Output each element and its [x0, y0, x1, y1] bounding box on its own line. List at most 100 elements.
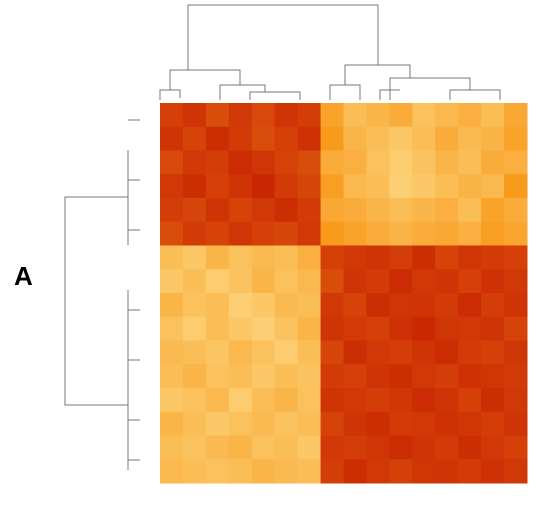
heatmap-cell: [228, 316, 253, 341]
heatmap-cell: [160, 126, 184, 151]
heatmap-cell: [458, 126, 482, 151]
heatmap-cell: [251, 198, 276, 223]
heatmap-cell: [412, 411, 436, 436]
heatmap-cell: [343, 103, 367, 128]
heatmap-cell: [205, 174, 230, 199]
heatmap-cell: [297, 459, 322, 484]
heatmap-cell: [297, 150, 322, 175]
heatmap-cell: [435, 293, 459, 318]
heatmap-cell: [160, 103, 184, 128]
heatmap-cell: [458, 269, 482, 294]
heatmap-cell: [228, 103, 253, 128]
heatmap-cell: [366, 221, 390, 246]
heatmap-cell: [366, 293, 390, 318]
heatmap-cell: [458, 435, 482, 460]
heatmap-cell: [182, 364, 207, 389]
heatmap-cell: [389, 150, 413, 175]
heatmap-cell: [251, 103, 276, 128]
heatmap-cell: [458, 245, 482, 270]
heatmap-cell: [412, 435, 436, 460]
heatmap-cell: [274, 150, 299, 175]
heatmap-cell: [182, 459, 207, 484]
heatmap-cell: [343, 126, 367, 151]
heatmap-cell: [274, 245, 299, 270]
heatmap-cell: [412, 245, 436, 270]
heatmap-cell: [297, 293, 322, 318]
heatmap-cell: [205, 435, 230, 460]
heatmap-cell: [297, 174, 322, 199]
heatmap-cell: [504, 388, 528, 413]
heatmap-cell: [366, 150, 390, 175]
heatmap-cell: [274, 388, 299, 413]
heatmap-cell: [297, 221, 322, 246]
heatmap-cell: [389, 126, 413, 151]
heatmap-cell: [481, 459, 505, 484]
heatmap-cell: [182, 340, 207, 365]
heatmap-cell: [412, 459, 436, 484]
heatmap-cell: [366, 245, 390, 270]
heatmap-cell: [504, 340, 528, 365]
heatmap-cell: [320, 245, 344, 270]
heatmap-cell: [297, 340, 322, 365]
heatmap-cell: [458, 198, 482, 223]
panel-label: A: [14, 261, 33, 291]
heatmap-cell: [228, 364, 253, 389]
heatmap-cell: [274, 103, 299, 128]
heatmap-cell: [182, 388, 207, 413]
heatmap-cell: [343, 364, 367, 389]
heatmap-cell: [481, 150, 505, 175]
heatmap-cell: [205, 293, 230, 318]
heatmap-cell: [481, 198, 505, 223]
heatmap-cell: [320, 459, 344, 484]
heatmap-cell: [320, 126, 344, 151]
heatmap-cell: [504, 411, 528, 436]
heatmap-cell: [182, 245, 207, 270]
heatmap-cell: [274, 411, 299, 436]
heatmap-cell: [366, 435, 390, 460]
heatmap-cell: [182, 150, 207, 175]
heatmap-cell: [458, 364, 482, 389]
heatmap-cell: [435, 340, 459, 365]
heatmap-cell: [481, 221, 505, 246]
heatmap-cell: [412, 103, 436, 128]
heatmap-cell: [504, 126, 528, 151]
heatmap-cell: [205, 459, 230, 484]
heatmap-cell: [435, 459, 459, 484]
heatmap-cell: [458, 340, 482, 365]
heatmap-cell: [435, 411, 459, 436]
heatmap-cell: [343, 245, 367, 270]
heatmap-cell: [412, 340, 436, 365]
heatmap-cell: [343, 198, 367, 223]
heatmap-cell: [412, 126, 436, 151]
heatmap-cell: [481, 174, 505, 199]
heatmap-cell: [274, 269, 299, 294]
heatmap-cell: [435, 269, 459, 294]
heatmap-cell: [160, 221, 184, 246]
heatmap-cell: [251, 126, 276, 151]
heatmap-cell: [228, 388, 253, 413]
heatmap-cell: [481, 435, 505, 460]
heatmap-cell: [320, 221, 344, 246]
heatmap-cell: [251, 459, 276, 484]
heatmap-cell: [412, 364, 436, 389]
heatmap-cell: [274, 364, 299, 389]
heatmap-cell: [320, 435, 344, 460]
heatmap-cell: [205, 340, 230, 365]
heatmap-cell: [389, 221, 413, 246]
heatmap-cell: [251, 388, 276, 413]
heatmap-cell: [412, 316, 436, 341]
heatmap-cell: [251, 245, 276, 270]
heatmap-cell: [343, 150, 367, 175]
heatmap-cell: [274, 221, 299, 246]
heatmap-cell: [251, 293, 276, 318]
heatmap-cell: [182, 103, 207, 128]
heatmap-cell: [228, 293, 253, 318]
heatmap-cell: [458, 411, 482, 436]
heatmap-cell: [251, 411, 276, 436]
heatmap-cell: [435, 364, 459, 389]
heatmap-cell: [366, 126, 390, 151]
heatmap-cell: [251, 364, 276, 389]
heatmap-cell: [274, 126, 299, 151]
heatmap-cell: [228, 435, 253, 460]
heatmap-cell: [504, 245, 528, 270]
